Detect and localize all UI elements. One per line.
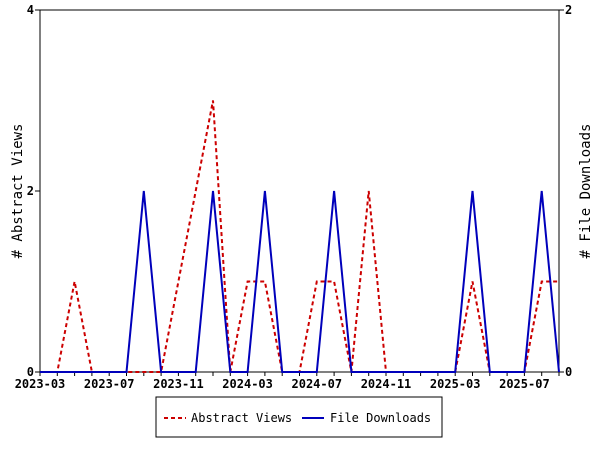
y-tick-label: 4 <box>27 3 34 17</box>
legend: Abstract Views File Downloads <box>156 397 442 437</box>
legend-label-file-downloads: File Downloads <box>330 411 431 425</box>
y-tick-label: 0 <box>27 365 34 379</box>
x-tick-label: 2023-07 <box>84 377 135 391</box>
x-tick-label: 2024-03 <box>222 377 273 391</box>
legend-label-abstract-views: Abstract Views <box>191 411 292 425</box>
x-tick-label: 2024-11 <box>361 377 412 391</box>
x-tick-label: 2025-03 <box>430 377 481 391</box>
x-tick-label: 2023-11 <box>153 377 204 391</box>
y2-axis-label: # File Downloads <box>578 124 594 259</box>
y2-tick-label: 0 <box>565 365 572 379</box>
y-tick-label: 2 <box>27 184 34 198</box>
series-line-file-downloads <box>40 191 559 372</box>
plot-frame <box>40 10 559 372</box>
x-tick-label: 2025-07 <box>499 377 550 391</box>
y2-tick-label: 2 <box>565 3 572 17</box>
series-line-abstract-views <box>40 101 559 373</box>
y-axis-label: # Abstract Views <box>10 124 26 259</box>
x-tick-label: 2024-07 <box>292 377 343 391</box>
x-tick-label: 2023-03 <box>15 377 66 391</box>
